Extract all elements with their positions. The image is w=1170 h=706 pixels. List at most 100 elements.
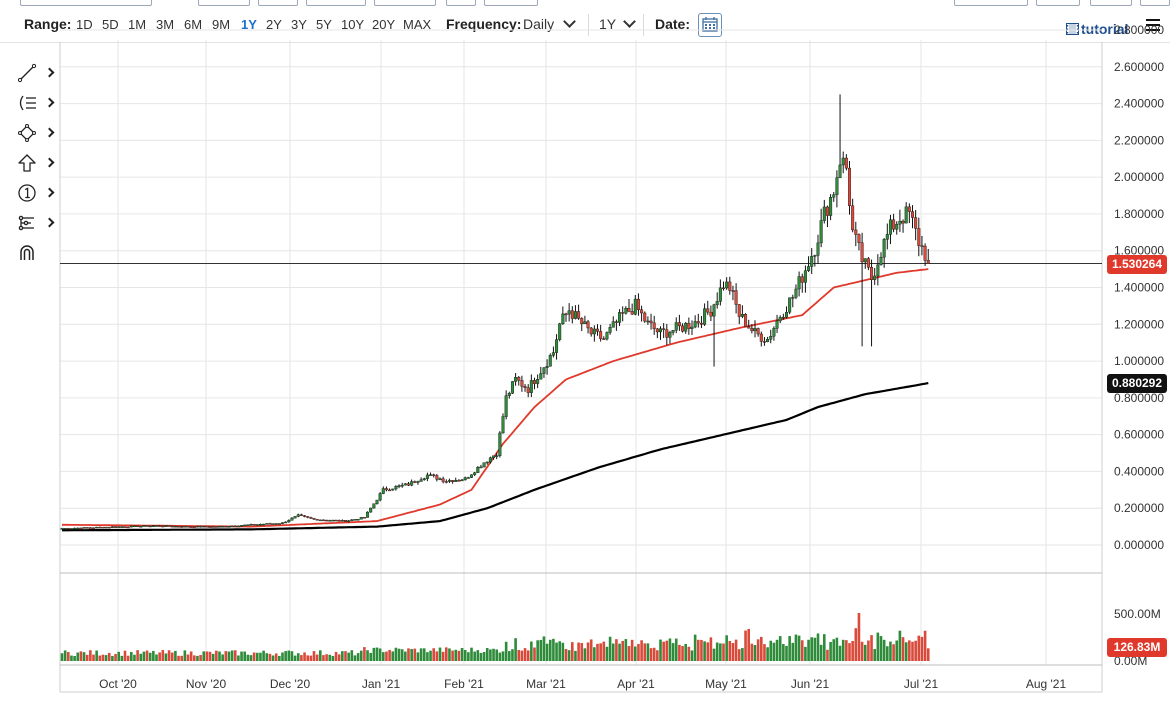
toolbar-stub[interactable] (954, 0, 1028, 6)
candle-body (643, 312, 647, 322)
toolbar-stub[interactable] (258, 0, 298, 6)
volume-bar (85, 654, 89, 661)
volume-bar (413, 648, 417, 661)
volume-bar (73, 655, 76, 661)
candle-body (649, 320, 653, 324)
volume-bar (586, 642, 590, 661)
candle-body (120, 526, 124, 528)
range-1d-button[interactable]: 1D (76, 17, 93, 32)
hamburger-menu-icon[interactable] (1146, 19, 1160, 31)
volume-bar (926, 648, 930, 661)
volume-bar (489, 649, 492, 661)
toolbar-stub[interactable] (198, 0, 250, 6)
candle-body (281, 522, 285, 524)
candle-body (296, 514, 300, 517)
tool-fibonacci[interactable] (10, 92, 55, 116)
frequency-select[interactable]: Daily (523, 16, 555, 32)
range-label: Range: (24, 16, 72, 32)
volume-bar (199, 654, 202, 661)
range-5d-button[interactable]: 5D (102, 17, 119, 32)
candle-body (668, 332, 672, 338)
volume-bar (520, 650, 524, 661)
ma-slow-line (62, 382, 929, 532)
range-3y-button[interactable]: 3Y (291, 17, 307, 32)
candle-body (350, 519, 354, 521)
volume-bar (114, 653, 117, 661)
tool-arrow[interactable] (10, 152, 55, 176)
toolbar-stub[interactable] (1036, 0, 1080, 6)
range-20y-button[interactable]: 20Y (372, 17, 396, 32)
period-select[interactable]: 1Y (599, 16, 617, 32)
tutorial-link[interactable]: tutorial (1066, 21, 1128, 37)
candle-body (435, 475, 439, 480)
candle-body (403, 483, 407, 486)
candle-body (766, 338, 770, 343)
candle-body (492, 455, 496, 458)
tool-shapes[interactable] (10, 122, 55, 146)
volume-bar (782, 644, 785, 661)
price-axis-label: 0.400000 (1114, 464, 1164, 478)
volume-bar (599, 643, 602, 661)
volume-bar (328, 654, 332, 661)
volume-bar (278, 655, 281, 661)
tool-annotation[interactable] (10, 182, 55, 206)
toolbar-stub[interactable] (1090, 0, 1132, 6)
candle-body (803, 270, 807, 283)
candle-body (236, 525, 240, 528)
volume-bar (668, 638, 672, 661)
volume-bar (227, 651, 231, 661)
tool-measure[interactable] (10, 212, 55, 236)
candle-body (901, 220, 905, 224)
candle-body (926, 260, 930, 264)
candle-body (132, 525, 136, 528)
range-max-button[interactable]: MAX (403, 17, 432, 32)
range-1m-button[interactable]: 1M (128, 17, 147, 32)
toolbar-stub[interactable] (484, 0, 538, 6)
arrow-up-icon (18, 154, 36, 172)
range-10y-button[interactable]: 10Y (341, 17, 365, 32)
volume-bars (60, 613, 930, 661)
volume-bar (772, 642, 776, 661)
candle-body (76, 527, 80, 530)
range-1y-button[interactable]: 1Y (241, 17, 257, 32)
volume-bar (605, 646, 609, 661)
range-2y-button[interactable]: 2Y (266, 17, 282, 32)
volume-bar (271, 655, 275, 661)
price-axis-label: 0.800000 (1114, 391, 1164, 405)
candle-body (570, 310, 574, 319)
volume-bar (224, 651, 228, 661)
volume-bar (530, 641, 533, 661)
candle-body (533, 380, 537, 384)
toolbar-stub[interactable] (374, 0, 436, 6)
tool-line[interactable] (10, 62, 55, 86)
candle-body (154, 525, 158, 527)
volume-bar (703, 641, 706, 661)
candle-body (794, 288, 798, 298)
range-9m-button[interactable]: 9M (212, 17, 231, 32)
volume-bar (426, 652, 429, 661)
date-label: Date: (655, 16, 691, 32)
range-3m-button[interactable]: 3M (156, 17, 175, 32)
calendar-icon[interactable] (698, 13, 722, 37)
toolbar-stub[interactable] (20, 0, 152, 6)
candle-body (126, 526, 130, 529)
range-6m-button[interactable]: 6M (184, 17, 203, 32)
volume-bar (309, 655, 313, 661)
candle-body (337, 519, 341, 522)
volume-bar (319, 650, 322, 661)
price-axis-label: 2.400000 (1114, 97, 1164, 111)
volume-bar (857, 613, 861, 661)
candle-body (870, 267, 874, 280)
volume-bar (785, 645, 788, 661)
toolbar-stub[interactable] (446, 0, 476, 6)
candle-body (573, 311, 577, 319)
candle-body (734, 290, 738, 305)
volume-bar (382, 652, 385, 661)
tool-magnet[interactable] (10, 242, 54, 266)
volume-bar (744, 630, 747, 661)
candle-body (466, 477, 470, 479)
range-5y-button[interactable]: 5Y (316, 17, 332, 32)
toolbar-stub[interactable] (306, 0, 366, 6)
x-axis-label: Mar '21 (526, 677, 566, 691)
